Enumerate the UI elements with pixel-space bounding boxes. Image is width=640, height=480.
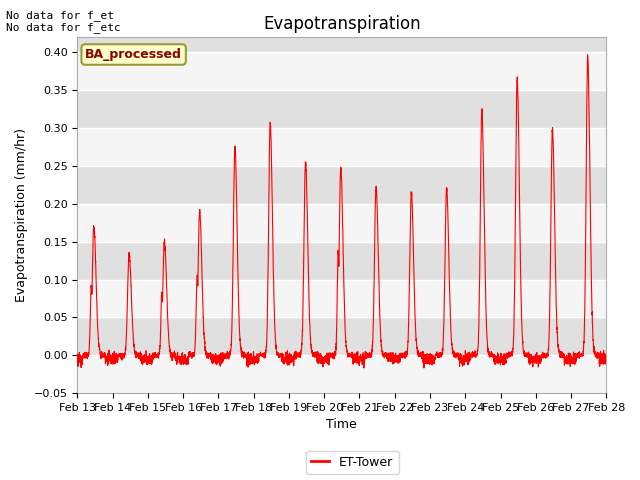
Bar <box>77 355 606 393</box>
Text: No data for f_et
No data for f_etc: No data for f_et No data for f_etc <box>6 10 121 33</box>
Text: BA_processed: BA_processed <box>85 48 182 61</box>
Bar <box>77 128 606 166</box>
Bar <box>77 52 606 90</box>
Y-axis label: Evapotranspiration (mm/hr): Evapotranspiration (mm/hr) <box>15 128 28 302</box>
Title: Evapotranspiration: Evapotranspiration <box>263 15 420 33</box>
Bar <box>77 279 606 317</box>
Bar <box>77 242 606 279</box>
Bar <box>77 37 606 52</box>
Bar <box>77 166 606 204</box>
Bar <box>77 204 606 242</box>
Bar <box>77 317 606 355</box>
Bar <box>77 90 606 128</box>
X-axis label: Time: Time <box>326 419 357 432</box>
Legend: ET-Tower: ET-Tower <box>305 451 399 474</box>
